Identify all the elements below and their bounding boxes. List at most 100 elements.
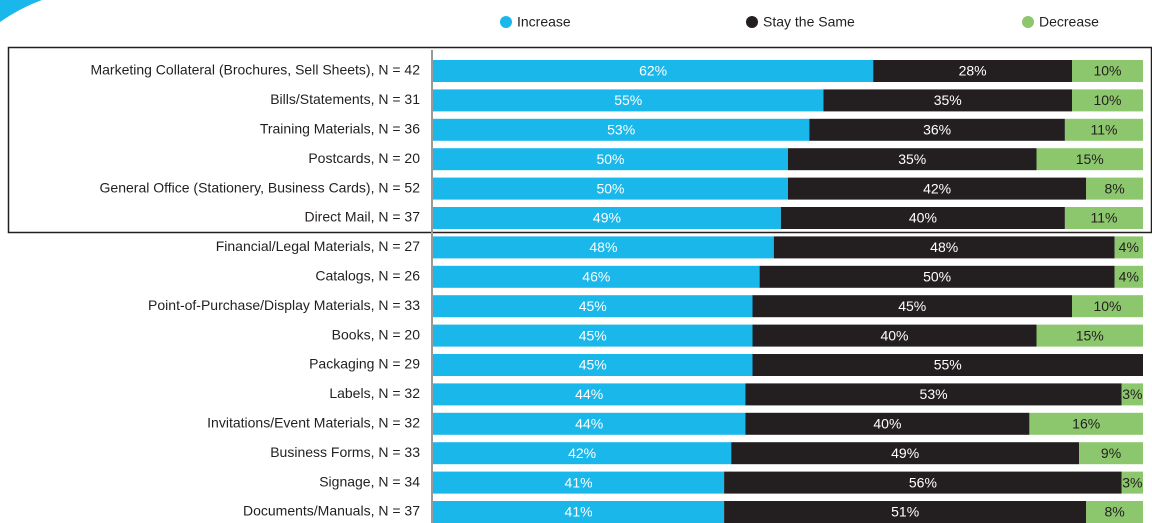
bar-segment <box>433 471 725 494</box>
bar-segment <box>1086 501 1143 523</box>
data-label: 44% <box>575 386 603 402</box>
data-label: 36% <box>923 122 951 138</box>
bar-segment <box>809 118 1065 141</box>
legend-swatch <box>746 16 758 28</box>
data-label: 45% <box>579 298 607 314</box>
category-label: Catalogs, N = 26 <box>315 268 420 284</box>
data-label: 4% <box>1119 269 1139 285</box>
bar-segment <box>1114 236 1143 259</box>
data-label: 55% <box>614 92 642 108</box>
category-label: Postcards, N = 20 <box>308 150 420 166</box>
bar-segment <box>745 383 1122 406</box>
bar-segment <box>433 295 753 318</box>
bar-segment <box>1121 471 1143 494</box>
data-label: 10% <box>1093 298 1121 314</box>
category-label: Bills/Statements, N = 31 <box>270 91 420 107</box>
bar-segment <box>433 207 781 229</box>
data-label: 46% <box>582 269 610 285</box>
bar-segment <box>433 60 874 82</box>
data-label: 11% <box>1090 210 1117 226</box>
legend-label: Stay the Same <box>763 14 855 30</box>
category-label: Marketing Collateral (Brochures, Sell Sh… <box>90 62 420 78</box>
bar-segment <box>1121 383 1143 406</box>
bar-segment <box>1072 60 1143 82</box>
category-label: Training Materials, N = 36 <box>260 121 420 137</box>
data-label: 49% <box>891 445 919 461</box>
bar-segment <box>752 324 1037 347</box>
data-label: 28% <box>959 63 987 79</box>
bar-segment <box>1064 118 1143 141</box>
bar-segment <box>433 118 810 141</box>
data-label: 4% <box>1119 239 1139 255</box>
data-label: 53% <box>607 122 635 138</box>
bar-segment <box>433 383 746 406</box>
bar-segment <box>773 236 1115 259</box>
bar-segment <box>433 89 824 112</box>
data-label: 50% <box>596 180 624 196</box>
bar-segment <box>1079 442 1143 465</box>
data-label: 9% <box>1101 445 1121 461</box>
category-label: Point-of-Purchase/Display Materials, N =… <box>148 297 420 313</box>
bar-segment <box>1036 148 1143 171</box>
bar-segment <box>823 89 1072 112</box>
bar-segment <box>788 177 1087 200</box>
data-label: 62% <box>639 63 667 79</box>
data-label: 40% <box>873 416 901 432</box>
data-label: 48% <box>930 239 958 255</box>
bar-segment <box>1072 89 1143 112</box>
category-label: Invitations/Event Materials, N = 32 <box>207 415 420 431</box>
data-label: 51% <box>891 504 919 520</box>
bar-segment <box>1086 177 1143 200</box>
bar-segment <box>433 265 760 288</box>
bar-segment <box>1036 324 1143 347</box>
category-label: Labels, N = 32 <box>329 385 420 401</box>
bar-segment <box>433 177 788 200</box>
bar-segment <box>433 324 753 347</box>
data-label: 49% <box>593 210 621 226</box>
bar-segment <box>433 412 746 435</box>
data-label: 3% <box>1122 386 1142 402</box>
data-label: 15% <box>1076 327 1104 343</box>
data-label: 15% <box>1076 151 1104 167</box>
category-label: Documents/Manuals, N = 37 <box>243 503 420 519</box>
data-label: 8% <box>1104 180 1124 196</box>
data-label: 42% <box>568 445 596 461</box>
bar-segment <box>433 236 774 259</box>
data-label: 35% <box>934 92 962 108</box>
data-label: 41% <box>565 504 593 520</box>
data-label: 45% <box>898 298 926 314</box>
category-label: Direct Mail, N = 37 <box>304 209 420 225</box>
data-label: 56% <box>909 474 937 490</box>
bar-segment <box>780 207 1065 229</box>
bar-segment <box>433 354 753 376</box>
legend-swatch <box>500 16 512 28</box>
data-label: 42% <box>923 180 951 196</box>
data-label: 35% <box>898 151 926 167</box>
data-label: 11% <box>1090 122 1117 138</box>
bar-segment <box>759 265 1115 288</box>
bar-segment <box>724 471 1122 494</box>
data-label: 53% <box>920 386 948 402</box>
data-label: 55% <box>934 357 962 373</box>
bar-segment <box>752 354 1143 376</box>
bar-segment <box>433 442 732 465</box>
bar-segment <box>1072 295 1143 318</box>
legend-swatch <box>1022 16 1034 28</box>
data-label: 40% <box>909 210 937 226</box>
bar-segment <box>1114 265 1143 288</box>
data-label: 50% <box>923 269 951 285</box>
data-label: 50% <box>596 151 624 167</box>
data-label: 41% <box>565 474 593 490</box>
bar-segment <box>731 442 1080 465</box>
bar-segment <box>433 148 788 171</box>
bar-segment <box>752 295 1072 318</box>
category-label: Books, N = 20 <box>332 326 421 342</box>
data-label: 8% <box>1104 504 1124 520</box>
data-label: 16% <box>1072 416 1100 432</box>
category-label: Financial/Legal Materials, N = 27 <box>216 238 420 254</box>
data-label: 3% <box>1122 474 1142 490</box>
bar-segment <box>788 148 1037 171</box>
bar-segment <box>1064 207 1143 229</box>
data-label: 40% <box>880 327 908 343</box>
